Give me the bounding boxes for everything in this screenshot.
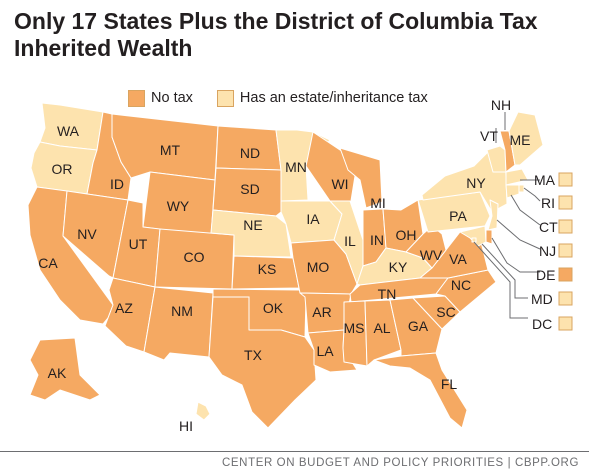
legend-label-no-tax: No tax <box>151 90 193 106</box>
state-NV <box>62 190 129 279</box>
label-WI: WI <box>331 176 348 192</box>
label-VT: VT <box>480 128 498 144</box>
swatch-DC <box>558 316 573 331</box>
swatch-DE <box>558 267 573 282</box>
label-OH: OH <box>396 227 417 243</box>
label-NH: NH <box>491 97 511 113</box>
us-map: WA OR CA ID NV MT WY UT AZ CO NM ND SD N… <box>27 97 573 434</box>
label-VA: VA <box>449 251 467 267</box>
map-title: Only 17 States Plus the District of Colu… <box>14 8 538 61</box>
state-WV <box>405 225 447 269</box>
state-DE <box>485 229 493 245</box>
legend-swatch-no-tax <box>128 89 145 107</box>
label-SD: SD <box>240 181 259 197</box>
legend: No tax Has an estate/inheritance tax <box>128 88 452 108</box>
state-CT <box>505 184 520 199</box>
label-MD: MD <box>531 291 553 307</box>
state-AL <box>364 299 402 367</box>
label-ID: ID <box>110 176 124 192</box>
label-PA: PA <box>449 208 467 224</box>
label-WV: WV <box>420 247 443 263</box>
swatch-NJ <box>558 243 573 258</box>
label-DE: DE <box>536 267 555 283</box>
state-ME <box>508 111 544 166</box>
legend-item-no-tax: No tax <box>128 89 193 107</box>
state-MA <box>505 168 529 186</box>
swatch-MD <box>558 291 573 306</box>
label-NE: NE <box>243 217 262 233</box>
label-SC: SC <box>436 304 455 320</box>
state-NH <box>499 130 516 173</box>
label-WA: WA <box>57 123 80 139</box>
label-IA: IA <box>306 211 320 227</box>
label-CT: CT <box>539 219 558 235</box>
state-DC <box>471 237 477 243</box>
footer: CENTER ON BUDGET AND POLICY PRIORITIES |… <box>0 451 589 476</box>
label-NM: NM <box>171 303 193 319</box>
label-AR: AR <box>312 304 331 320</box>
label-IL: IL <box>344 233 356 249</box>
state-RI <box>518 184 525 193</box>
label-IN: IN <box>370 232 384 248</box>
label-FL: FL <box>441 376 458 392</box>
state-NM <box>143 286 214 361</box>
label-LA: LA <box>316 343 334 359</box>
label-MT: MT <box>160 142 181 158</box>
state-FL <box>373 352 468 429</box>
label-AZ: AZ <box>115 300 133 316</box>
label-MO: MO <box>307 259 330 275</box>
label-OK: OK <box>263 300 284 316</box>
label-RI: RI <box>541 195 555 211</box>
label-DC: DC <box>532 316 552 332</box>
label-MS: MS <box>344 320 365 336</box>
label-AL: AL <box>373 320 390 336</box>
label-GA: GA <box>408 318 429 334</box>
swatch-CT <box>558 219 573 234</box>
state-NJ <box>487 199 499 231</box>
label-NV: NV <box>77 226 97 242</box>
state-MI <box>339 147 383 209</box>
swatch-MA <box>558 172 573 187</box>
label-TX: TX <box>244 347 263 363</box>
label-CA: CA <box>38 255 58 271</box>
label-MI: MI <box>370 195 386 211</box>
label-HI: HI <box>179 418 193 434</box>
label-NC: NC <box>451 277 471 293</box>
label-WY: WY <box>167 198 190 214</box>
swatch-RI <box>558 195 573 210</box>
label-UT: UT <box>129 236 148 252</box>
label-KS: KS <box>258 261 277 277</box>
label-CO: CO <box>184 249 205 265</box>
state-SD <box>212 167 282 217</box>
label-NY: NY <box>466 175 486 191</box>
legend-item-tax: Has an estate/inheritance tax <box>216 89 428 107</box>
state-TX <box>208 296 317 429</box>
label-MN: MN <box>285 159 307 175</box>
state-HI <box>195 401 211 421</box>
legend-swatch-tax <box>216 89 234 107</box>
source-credit: CENTER ON BUDGET AND POLICY PRIORITIES |… <box>221 457 579 469</box>
label-OR: OR <box>52 161 73 177</box>
label-KY: KY <box>389 259 408 275</box>
label-NJ: NJ <box>539 243 556 259</box>
label-ND: ND <box>240 145 260 161</box>
small-state-swatches <box>558 172 573 331</box>
legend-label-tax: Has an estate/inheritance tax <box>239 90 428 106</box>
label-TN: TN <box>378 286 397 302</box>
label-AK: AK <box>48 365 67 381</box>
state-AK <box>29 337 101 401</box>
state-VA <box>419 229 489 279</box>
label-MA: MA <box>534 172 556 188</box>
label-ME: ME <box>510 132 531 148</box>
